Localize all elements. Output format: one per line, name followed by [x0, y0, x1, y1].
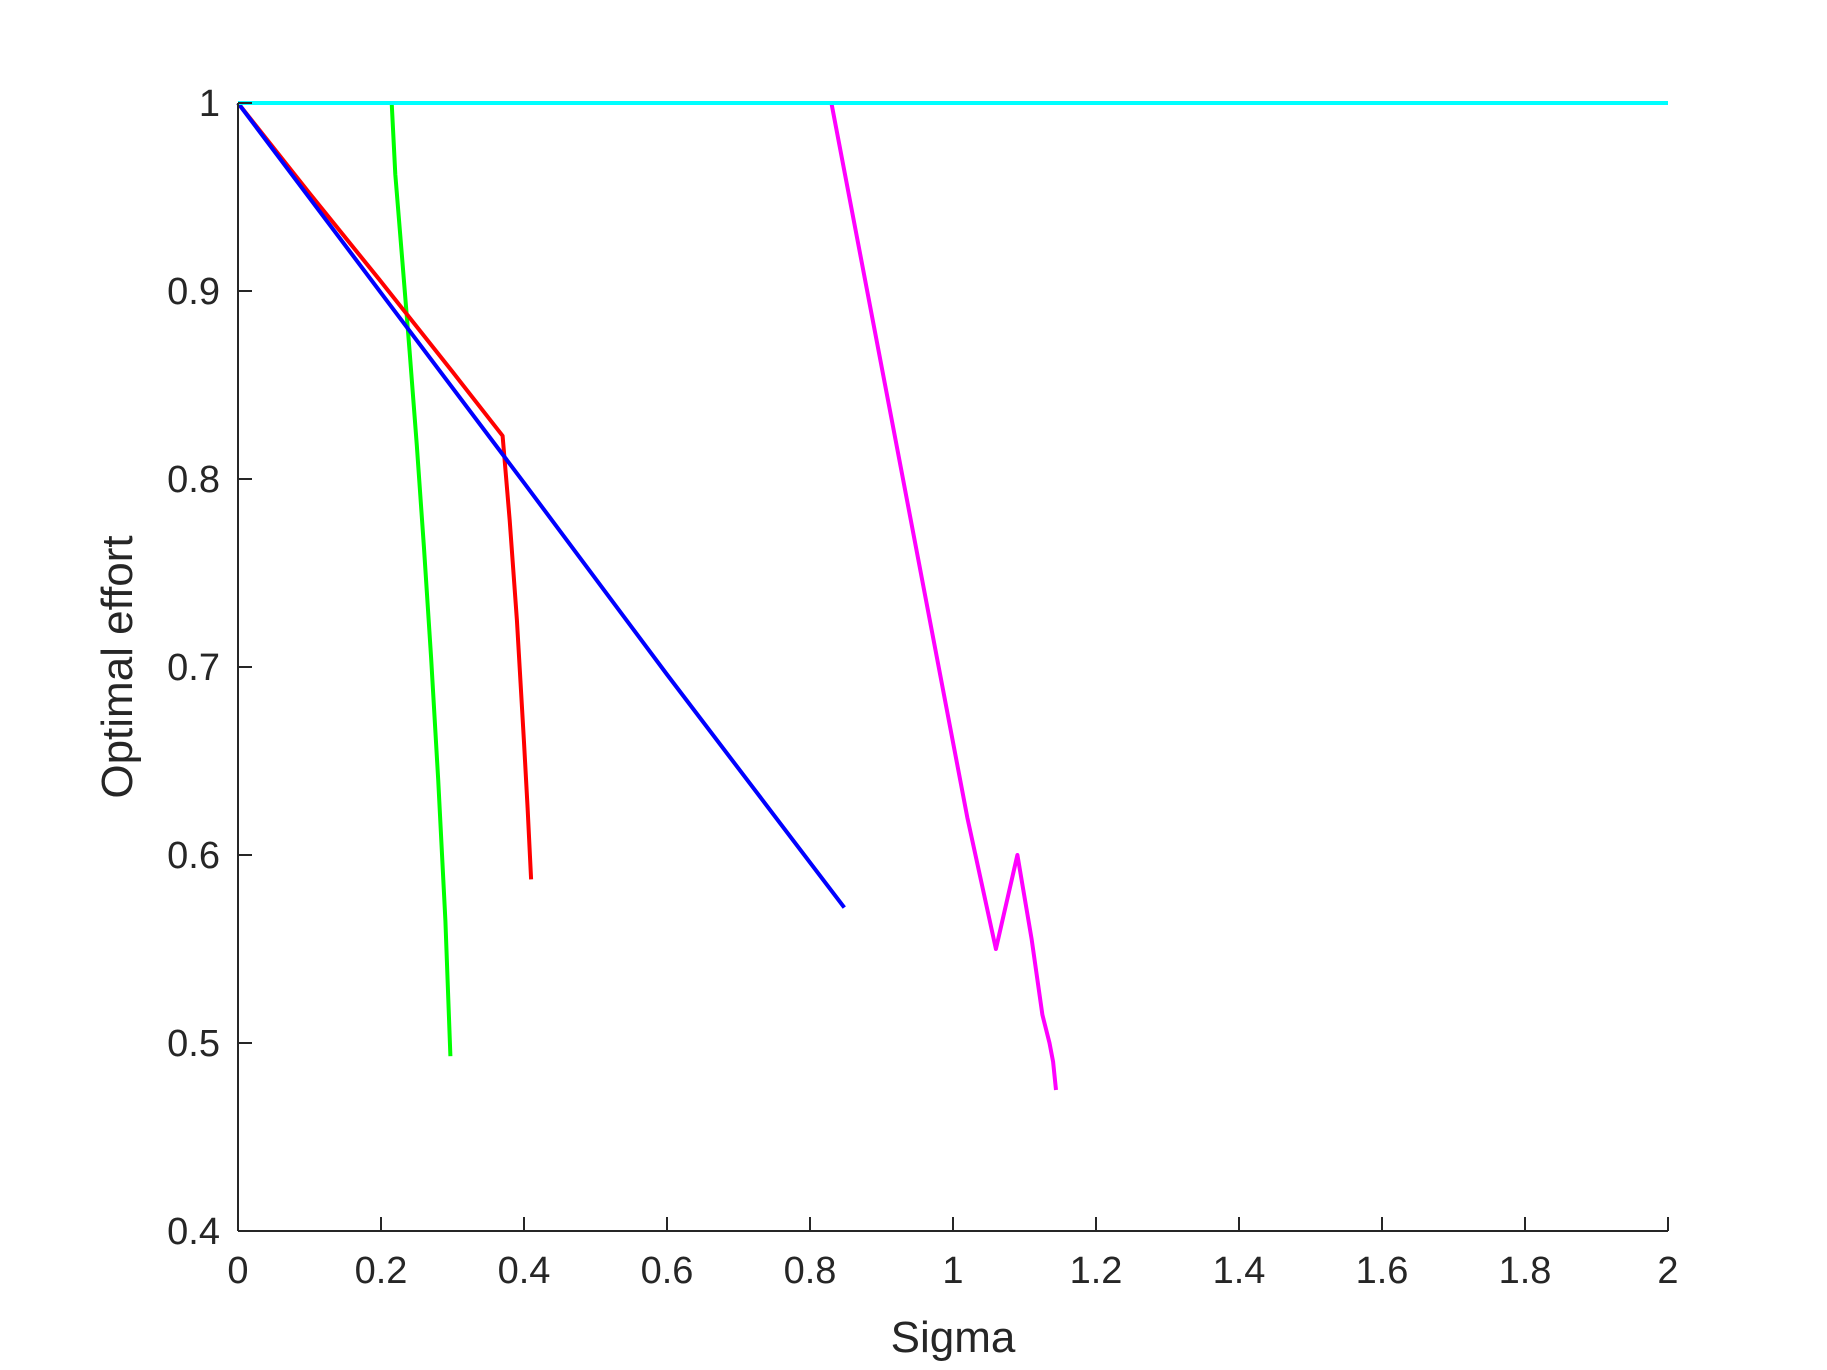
series-line-4 — [829, 102, 1058, 1091]
x-tick-label: 0.4 — [498, 1250, 551, 1292]
y-tick-label: 0.8 — [167, 459, 220, 501]
x-tick-label: 2 — [1657, 1250, 1678, 1292]
y-tick-label: 1 — [199, 83, 220, 125]
y-tick-label: 0.4 — [167, 1211, 220, 1253]
tick-labels: 0 0.2 0.4 0.6 0.8 1 1.2 1.4 1.6 1.8 2 0.4 0.5 0.6 0.7 0… — [167, 83, 1678, 1292]
y-tick-label: 0.5 — [167, 1023, 220, 1065]
x-tick-label: 0.6 — [641, 1250, 694, 1292]
x-tick-label: 0.8 — [784, 1250, 837, 1292]
x-tick-label: 0.2 — [355, 1250, 408, 1292]
y-tick-label: 0.6 — [167, 835, 220, 877]
axes — [237, 102, 1669, 1232]
series-line-3 — [236, 101, 846, 909]
x-tick-label: 1.8 — [1499, 1250, 1552, 1292]
x-tick-label: 1.2 — [1070, 1250, 1123, 1292]
x-tick-label: 1.6 — [1356, 1250, 1409, 1292]
x-axis-label: Sigma — [891, 1313, 1016, 1362]
x-tick-label: 0 — [227, 1250, 248, 1292]
series-line-1 — [389, 102, 453, 1057]
series-line-2 — [236, 101, 534, 880]
x-tick-label: 1.4 — [1213, 1250, 1266, 1292]
plot-lines — [236, 101, 1668, 1091]
y-tick-label: 0.9 — [167, 271, 220, 313]
y-axis-label: Optimal effort — [93, 535, 142, 798]
y-tick-label: 0.7 — [167, 647, 220, 689]
x-tick-label: 1 — [942, 1250, 963, 1292]
